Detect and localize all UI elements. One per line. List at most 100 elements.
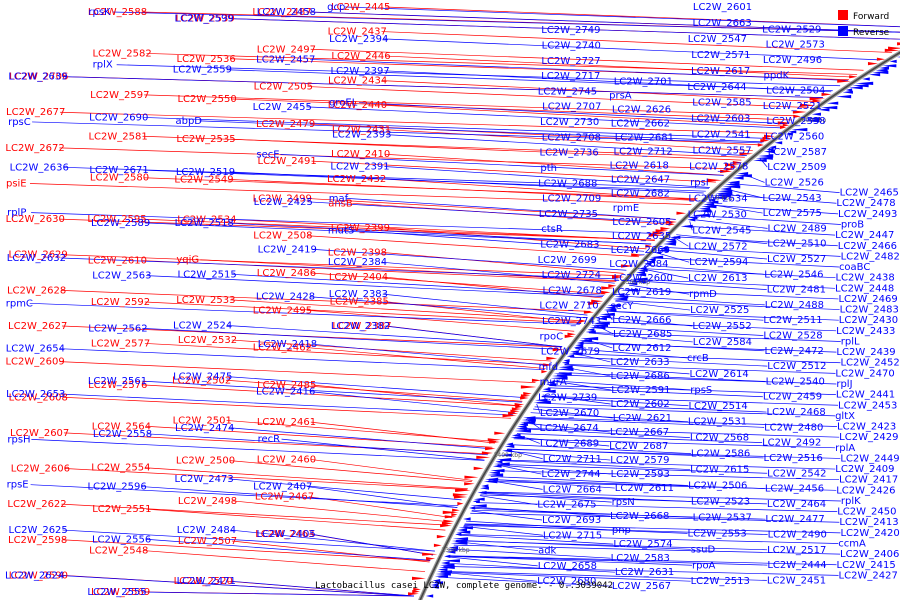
reverse-feature xyxy=(763,150,775,154)
reverse-gene-label: LC2W_2477 xyxy=(765,514,824,525)
forward-feature xyxy=(867,62,879,66)
forward-gene-label: LC2W_2498 xyxy=(178,496,237,507)
reverse-feature xyxy=(603,308,617,312)
leader-line xyxy=(441,571,767,581)
reverse-gene-label: LC2W_2583 xyxy=(611,553,670,564)
leader-line xyxy=(64,468,468,490)
leader-line xyxy=(231,540,430,563)
reverse-gene-label: LC2W_2456 xyxy=(765,484,824,495)
forward-gene-label: LC2W_2627 xyxy=(8,321,67,332)
leader-line xyxy=(451,548,611,559)
leader-line xyxy=(226,325,563,347)
forward-feature xyxy=(443,519,455,523)
reverse-gene-label: LC2W_2667 xyxy=(610,427,669,438)
reverse-feature xyxy=(599,312,615,316)
reverse-gene-label: LC2W_2453 xyxy=(838,400,897,411)
reverse-gene-label: LC2W_2525 xyxy=(690,305,749,316)
reverse-gene-label: LC2W_2585 xyxy=(692,98,751,109)
forward-gene-label: LC2W_2534 xyxy=(177,215,236,226)
reverse-feature xyxy=(573,345,584,349)
reverse-gene-label: LC2W_2617 xyxy=(691,66,750,77)
reverse-gene-label: LC2W_2674 xyxy=(539,423,598,434)
reverse-gene-label: LC2W_2602 xyxy=(611,399,670,410)
reverse-gene-label: LC2W_2552 xyxy=(692,321,751,332)
reverse-gene-label: LC2W_2415 xyxy=(837,560,896,571)
reverse-gene-label: prsA xyxy=(609,91,632,102)
forward-feature xyxy=(780,125,787,129)
leader-line xyxy=(59,361,536,383)
feature-arrows xyxy=(408,42,900,598)
reverse-gene-label: LC2W_2537 xyxy=(693,512,752,523)
reverse-gene-label: LC2W_2593 xyxy=(611,469,670,480)
reverse-gene-label: LC2W_2559 xyxy=(173,65,232,76)
leader-line xyxy=(199,120,764,143)
reverse-gene-label: LC2W_2556 xyxy=(92,534,151,545)
reverse-gene-label: LC2W_2562 xyxy=(88,323,147,334)
reverse-gene-label: LC2W_2682 xyxy=(611,189,670,200)
reverse-gene-label: LC2W_2612 xyxy=(612,343,671,354)
reverse-gene-label: LC2W_2644 xyxy=(687,82,746,93)
forward-gene-label: LC2W_2463 xyxy=(255,529,314,540)
reverse-feature xyxy=(444,554,451,559)
leader-line xyxy=(309,123,761,146)
forward-gene-label: LC2W_2622 xyxy=(7,499,66,510)
leader-line xyxy=(31,212,662,234)
reverse-feature xyxy=(646,260,656,264)
reverse-gene-label: LC2W_2555 xyxy=(87,587,146,598)
reverse-gene-label: LC2W_2492 xyxy=(762,438,821,449)
forward-feature xyxy=(453,495,468,499)
leader-line xyxy=(730,183,840,193)
reverse-gene-label: LC2W_2574 xyxy=(613,539,672,550)
forward-gene-label: LC2W_2551 xyxy=(92,504,151,515)
forward-feature xyxy=(720,169,733,173)
reverse-gene-label: LC2W_2524 xyxy=(173,320,232,331)
reverse-gene-label: LC2W_2744 xyxy=(541,469,600,480)
reverse-gene-label: LC2W_2545 xyxy=(692,225,751,236)
forward-gene-label: psiE xyxy=(6,178,27,189)
leader-line xyxy=(231,98,793,121)
reverse-feature xyxy=(437,568,448,572)
forward-gene-label: LC2W_2608 xyxy=(9,392,68,403)
leader-line xyxy=(281,438,485,461)
leader-line xyxy=(311,248,627,271)
forward-gene-label: LC2W_2628 xyxy=(7,285,66,296)
reverse-gene-label: LC2W_2384 xyxy=(328,257,387,268)
reverse-gene-label: rpsS xyxy=(690,385,712,396)
forward-feature xyxy=(552,348,564,352)
reverse-feature xyxy=(836,95,852,99)
reverse-gene-label: LC2W_2584 xyxy=(693,337,752,348)
forward-feature xyxy=(452,508,460,512)
reverse-gene-label: LC2W_2391 xyxy=(330,162,389,173)
leader-line xyxy=(145,467,468,490)
reverse-feature xyxy=(506,442,514,446)
reverse-gene-label: LC2W_2512 xyxy=(767,361,826,372)
forward-feature xyxy=(812,99,823,103)
reverse-gene-label: LC2W_2683 xyxy=(540,239,599,250)
reverse-feature xyxy=(596,317,607,321)
reverse-feature xyxy=(587,328,595,332)
reverse-gene-label: LC2W_2603 xyxy=(691,114,750,125)
reverse-gene-label: LC2W_2433 xyxy=(836,326,895,337)
forward-gene-label: ansB xyxy=(328,198,353,209)
leader-line xyxy=(624,289,839,300)
reverse-gene-label: LC2W_2438 xyxy=(835,273,894,284)
reverse-feature xyxy=(791,128,808,132)
forward-gene-label: LC2W_2609 xyxy=(5,357,64,368)
leader-line xyxy=(231,339,552,362)
reverse-gene-label: LC2W_2709 xyxy=(542,194,601,205)
forward-gene-label: LC2W_2460 xyxy=(257,454,316,465)
reverse-gene-label: LC2W_2529 xyxy=(762,24,821,35)
reverse-feature xyxy=(882,64,897,68)
leader-line xyxy=(576,348,688,359)
leader-line xyxy=(62,76,823,98)
leader-line xyxy=(673,236,689,247)
leader-line xyxy=(60,393,514,416)
reverse-feature xyxy=(521,418,536,422)
reverse-feature xyxy=(658,246,668,250)
forward-feature xyxy=(897,42,900,46)
forward-gene-label: LC2W_2533 xyxy=(176,295,235,306)
forward-gene-label: yqiG xyxy=(176,255,199,266)
reverse-feature xyxy=(520,420,536,424)
reverse-gene-label: LC2W_2530 xyxy=(688,209,747,220)
